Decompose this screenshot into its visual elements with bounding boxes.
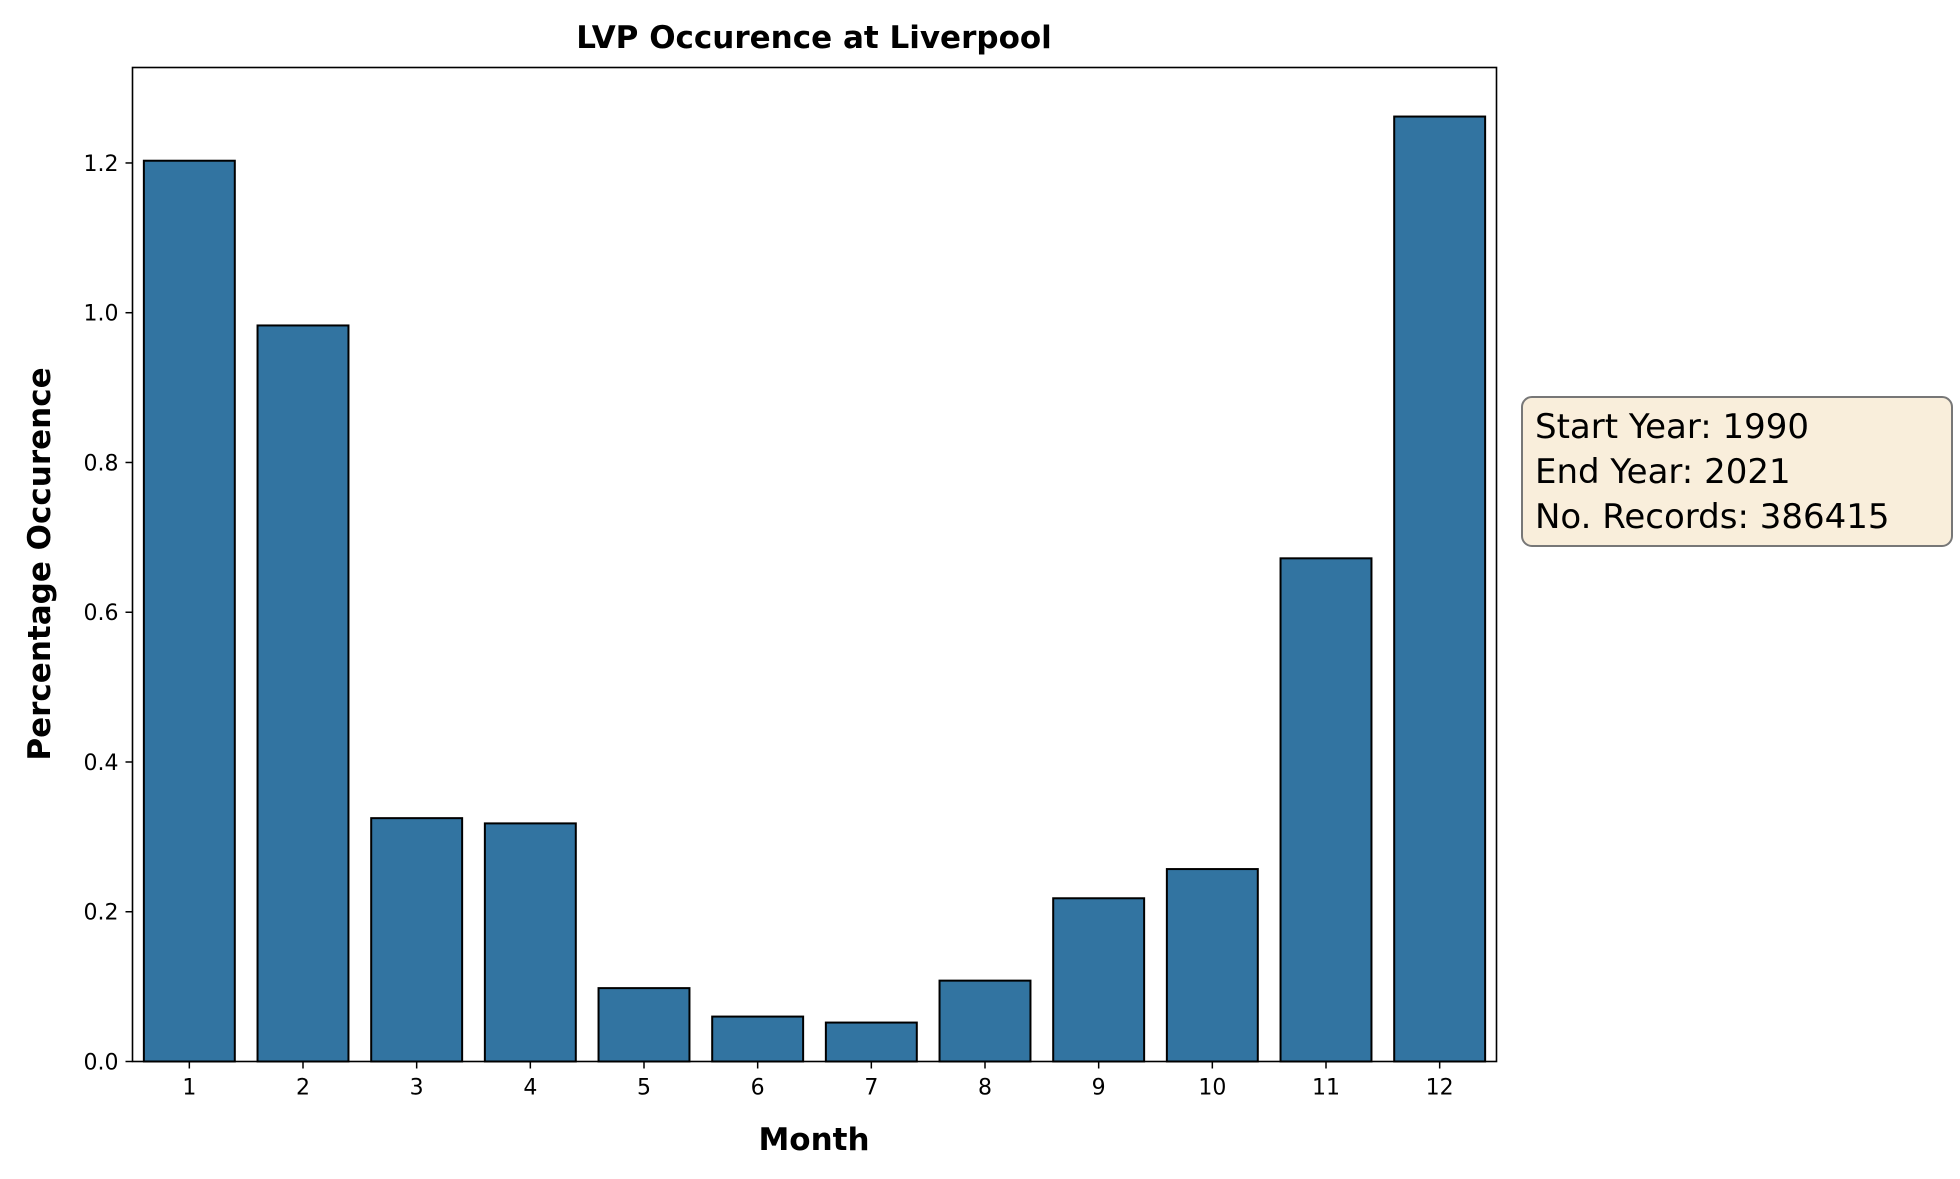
bar-month-9: [1052, 897, 1146, 1063]
y-tick-label: 1.2: [84, 152, 119, 177]
bar-month-6: [711, 1015, 805, 1063]
y-tick-label: 0.6: [84, 601, 119, 626]
x-tick-label: 1: [182, 1076, 196, 1101]
x-axis-label: Month: [758, 1122, 869, 1158]
bar-month-5: [597, 987, 691, 1063]
x-tick-label: 8: [978, 1076, 992, 1101]
y-axis-label: Percentage Occurence: [22, 367, 58, 760]
x-tick-label: 3: [410, 1076, 424, 1101]
y-tick-label: 0.0: [84, 1051, 119, 1076]
x-tick-label: 12: [1426, 1076, 1454, 1101]
x-tick-label: 5: [637, 1076, 651, 1101]
x-tick-label: 7: [864, 1076, 878, 1101]
y-tick-label: 0.2: [84, 901, 119, 926]
bar-month-1: [142, 159, 236, 1063]
x-tick-label: 6: [751, 1076, 765, 1101]
bar-month-12: [1393, 115, 1487, 1063]
bar-month-2: [256, 324, 350, 1063]
info-records: No. Records: 386415: [1535, 497, 1890, 537]
y-tick-label: 1.0: [84, 302, 119, 327]
bar-month-10: [1165, 868, 1259, 1063]
info-box: Start Year: 1990 End Year: 2021 No. Reco…: [1521, 396, 1953, 547]
bar-month-3: [370, 817, 464, 1063]
info-end-year: End Year: 2021: [1535, 452, 1791, 492]
x-tick-label: 2: [296, 1076, 310, 1101]
x-tick-label: 9: [1092, 1076, 1106, 1101]
y-tick-label: 0.8: [84, 451, 119, 476]
bar-month-7: [824, 1021, 918, 1063]
plot-frame: [131, 66, 1498, 1063]
x-tick-label: 4: [523, 1076, 537, 1101]
bar-month-8: [938, 979, 1032, 1063]
y-tick-label: 0.4: [84, 751, 119, 776]
bar-month-11: [1279, 557, 1373, 1063]
x-tick-label: 11: [1312, 1076, 1340, 1101]
x-tick-label: 10: [1198, 1076, 1226, 1101]
chart-title: LVP Occurence at Liverpool: [576, 20, 1052, 56]
bar-month-4: [483, 822, 577, 1063]
info-start-year: Start Year: 1990: [1535, 407, 1809, 447]
